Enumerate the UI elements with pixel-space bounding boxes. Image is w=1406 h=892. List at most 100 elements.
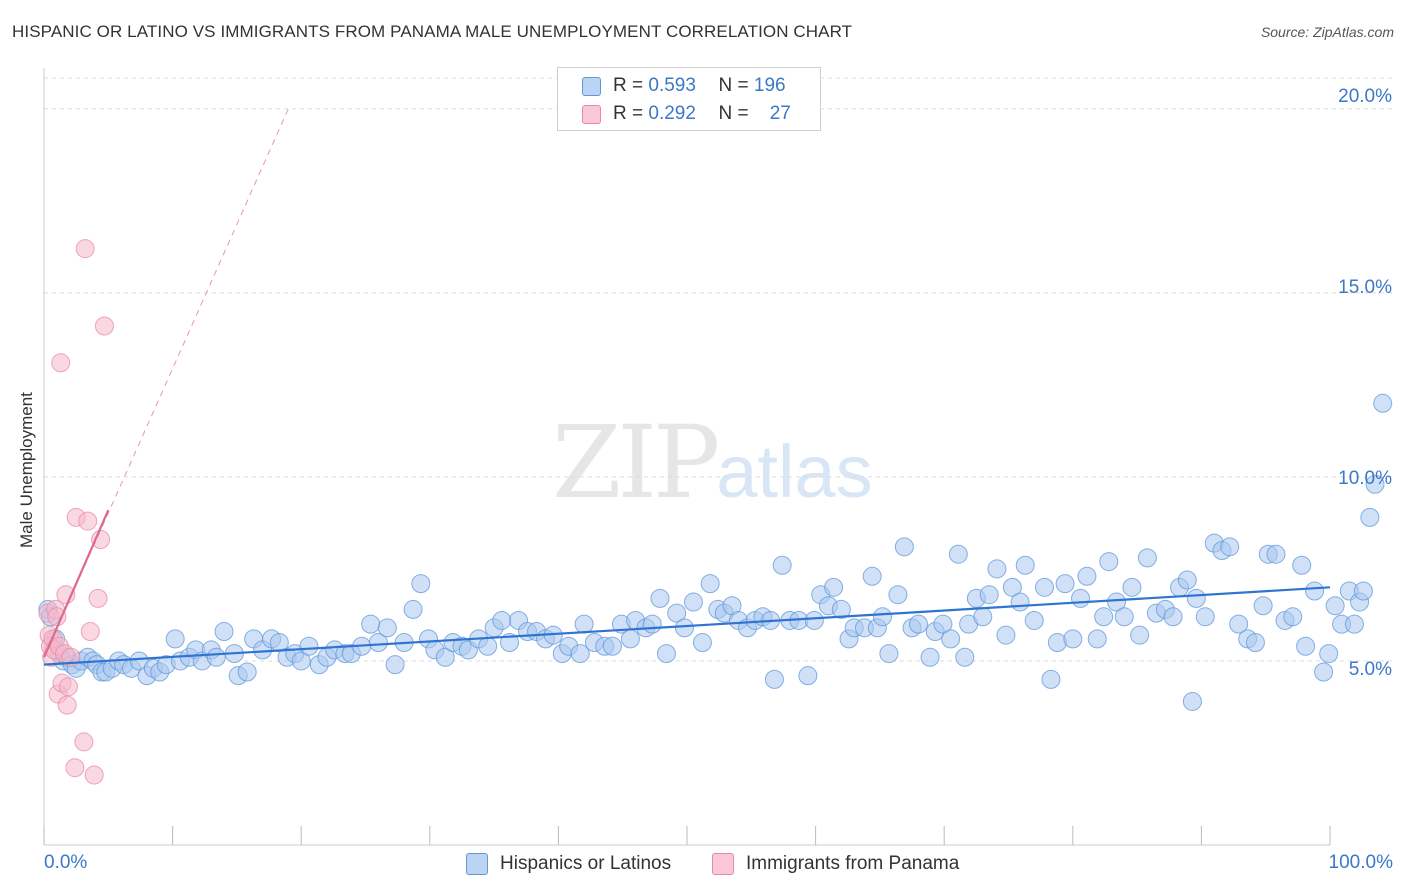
panama-point	[74, 732, 94, 752]
hispanics-point	[361, 614, 381, 634]
hispanics-point	[1024, 610, 1044, 630]
hispanics-point	[1353, 581, 1373, 601]
hispanics-point	[1360, 507, 1380, 527]
hispanics-point	[1087, 629, 1107, 649]
hispanics-point	[955, 647, 975, 667]
hispanics-point	[403, 599, 423, 619]
stats-legend: R = 0.593 N = 196 R = 0.292 N = 27	[557, 67, 821, 131]
hispanics-point	[1041, 669, 1061, 689]
axes	[43, 68, 1331, 846]
hispanics-point	[1229, 614, 1249, 634]
hispanics-point	[165, 629, 185, 649]
legend-row-panama: R = 0.292 N = 27	[582, 100, 791, 128]
r-label: R =	[613, 75, 644, 96]
hispanics-point	[1163, 607, 1183, 627]
y-axis-label: Male Unemployment	[17, 392, 36, 548]
panama-point	[80, 622, 100, 642]
hispanics-point	[1292, 555, 1312, 575]
panama-point	[47, 607, 67, 627]
hispanics-point	[642, 614, 662, 634]
legend-label-panama: Immigrants from Panama	[746, 853, 960, 874]
series-panama-points	[38, 239, 114, 785]
hispanics-point	[214, 622, 234, 642]
panama-point	[58, 677, 78, 697]
hispanics-point	[500, 633, 520, 653]
legend-swatch-pink	[712, 853, 734, 875]
hispanics-point	[620, 629, 640, 649]
hispanics-point	[1253, 596, 1273, 616]
legend-swatch-blue	[582, 76, 601, 96]
hispanics-point	[1182, 691, 1202, 711]
hispanics-point	[574, 614, 594, 634]
x-tick-label-max: 100.0%	[1328, 852, 1393, 873]
watermark-atlas: atlas	[716, 430, 873, 513]
hispanics-point	[385, 655, 405, 675]
y-tick-label: 15.0%	[1338, 277, 1392, 298]
hispanics-trend-line	[43, 586, 1331, 666]
hispanics-point	[987, 559, 1007, 579]
hispanics-point	[1107, 592, 1127, 612]
hispanics-point	[377, 618, 397, 638]
hispanics-point	[1195, 607, 1215, 627]
hispanics-point	[1035, 577, 1055, 597]
hispanics-point	[291, 651, 311, 671]
hispanics-point	[920, 647, 940, 667]
hispanics-point	[862, 566, 882, 586]
hispanics-point	[772, 555, 792, 575]
hispanics-point	[1099, 552, 1119, 572]
legend-row-hispanics: R = 0.593 N = 196	[582, 72, 786, 100]
series-hispanics-points	[38, 393, 1393, 711]
hispanics-point	[206, 647, 226, 667]
hispanics-point	[894, 537, 914, 557]
hispanics-point	[602, 636, 622, 656]
watermark: ZIPatlas	[552, 404, 873, 521]
hispanics-point	[700, 574, 720, 594]
hispanics-point	[1094, 607, 1114, 627]
hispanics-point	[1365, 474, 1385, 494]
y-tick-label: 5.0%	[1348, 659, 1392, 680]
trend-lines	[42, 108, 1331, 666]
hispanics-point	[1373, 393, 1393, 413]
hispanics-point	[650, 588, 670, 608]
r-label: R =	[613, 103, 644, 124]
watermark-zip: ZIP	[552, 404, 720, 521]
hispanics-point	[804, 610, 824, 630]
hispanics-point	[798, 666, 818, 686]
hispanics-point	[570, 644, 590, 664]
panama-point	[91, 529, 111, 549]
y-tick-label: 10.0%	[1338, 468, 1392, 489]
hispanics-point	[1010, 592, 1030, 612]
bottom-legend-hispanics: Hispanics or Latinos	[466, 852, 671, 876]
hispanics-point	[1177, 570, 1197, 590]
panama-trend-line	[42, 509, 110, 658]
hispanics-point	[1314, 662, 1334, 682]
r-value: 0.593	[648, 75, 696, 96]
hispanics-point	[1114, 607, 1134, 627]
hispanics-point	[674, 618, 694, 638]
panama-point	[88, 588, 108, 608]
hispanics-point	[824, 577, 844, 597]
panama-point	[94, 316, 114, 336]
hispanics-point	[1220, 537, 1240, 557]
n-label: N =	[718, 75, 749, 96]
hispanics-point	[1245, 633, 1265, 653]
hispanics-point	[683, 592, 703, 612]
hispanics-point	[831, 599, 851, 619]
hispanics-point	[1002, 577, 1022, 597]
hispanics-point	[948, 544, 968, 564]
hispanics-point	[1077, 566, 1097, 586]
bottom-legend-panama: Immigrants from Panama	[712, 852, 959, 876]
hispanics-point	[656, 644, 676, 664]
hispanics-point	[237, 662, 257, 682]
legend-swatch-blue	[466, 853, 488, 875]
source-credit: Source: ZipAtlas.com	[1260, 24, 1394, 40]
hispanics-point	[435, 647, 455, 667]
legend-swatch-pink	[582, 104, 601, 124]
legend-label-hispanics: Hispanics or Latinos	[500, 853, 672, 874]
panama-point	[78, 511, 98, 531]
hispanics-point	[1015, 555, 1035, 575]
hispanics-point	[979, 585, 999, 605]
panama-point	[51, 353, 71, 373]
hispanics-point	[879, 644, 899, 664]
